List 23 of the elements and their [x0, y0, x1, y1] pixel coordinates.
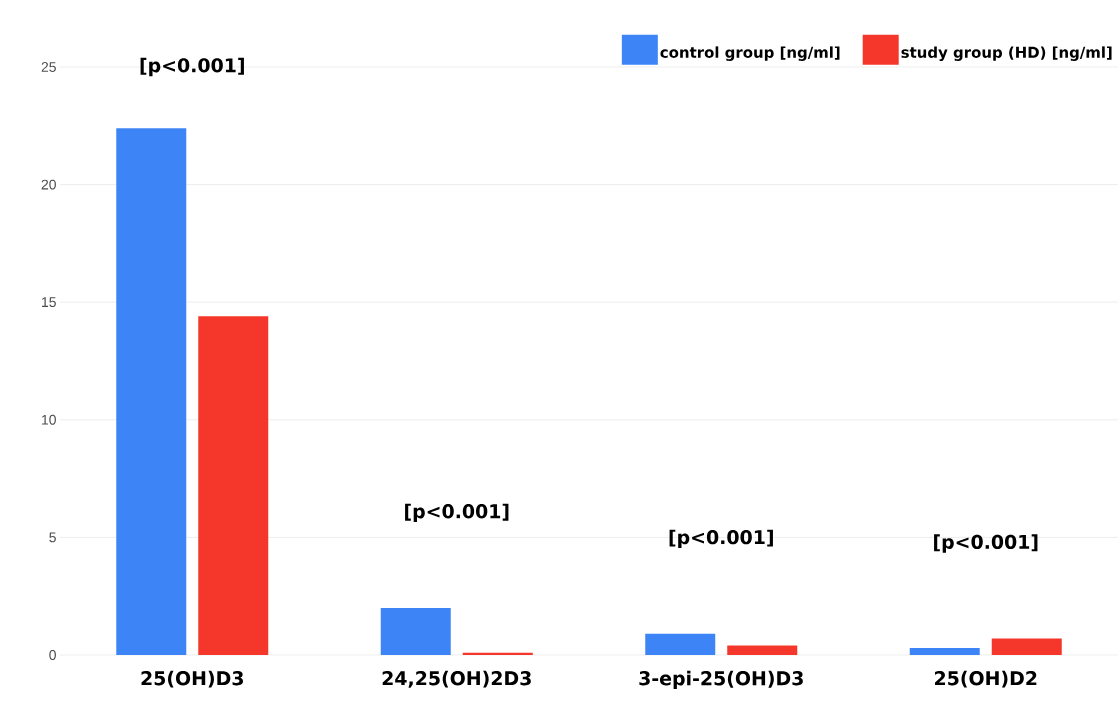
x-tick-label: 3-epi-25(OH)D3: [639, 670, 803, 690]
bar: [645, 633, 716, 655]
y-tick-label: 0: [49, 650, 56, 660]
legend-label: study group (HD) [ng/ml]: [901, 46, 1112, 61]
y-tick-label: 5: [49, 532, 56, 543]
annotation: [p<0.001]: [140, 57, 244, 77]
y-tick-label: 20: [41, 179, 56, 190]
bar: [727, 645, 798, 655]
bar: [198, 316, 269, 655]
bar: [991, 638, 1062, 655]
annotation: [p<0.001]: [934, 534, 1038, 553]
y-tick-label: 15: [42, 297, 56, 308]
y-tick-label: 10: [42, 414, 56, 425]
y-tick-label: 25: [41, 62, 56, 72]
x-tick-label: 25(OH)D2: [935, 670, 1037, 688]
legend-label: control group [ng/ml]: [660, 46, 840, 61]
bar: [909, 647, 980, 655]
x-tick-label: 25(OH)D3: [141, 670, 243, 688]
x-tick-label: 24,25(OH)2D3: [382, 670, 531, 688]
annotation: [p<0.001]: [669, 529, 773, 548]
annotation: [p<0.001]: [405, 503, 509, 523]
bar: [380, 607, 451, 655]
bar: [116, 128, 187, 655]
